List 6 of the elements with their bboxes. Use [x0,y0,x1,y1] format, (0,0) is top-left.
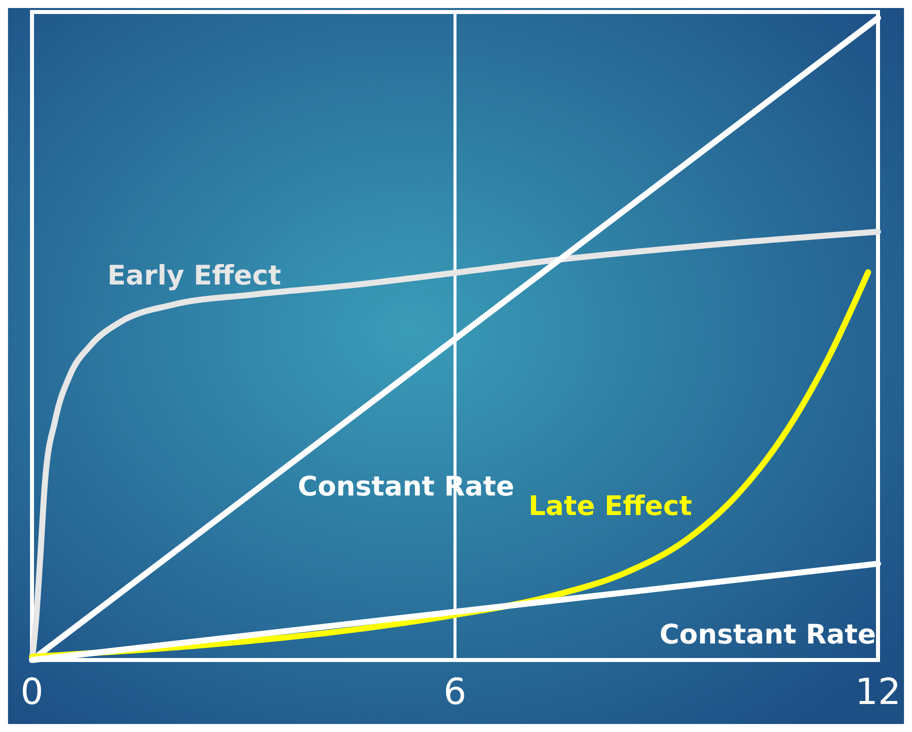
x-tick-label: 12 [855,672,901,713]
series-label: Early Effect [107,260,282,292]
x-tick-label: 0 [20,672,44,713]
series-label: Constant Rate [659,620,876,651]
series-label: Late Effect [528,491,692,522]
x-tick-label: 6 [444,672,466,713]
